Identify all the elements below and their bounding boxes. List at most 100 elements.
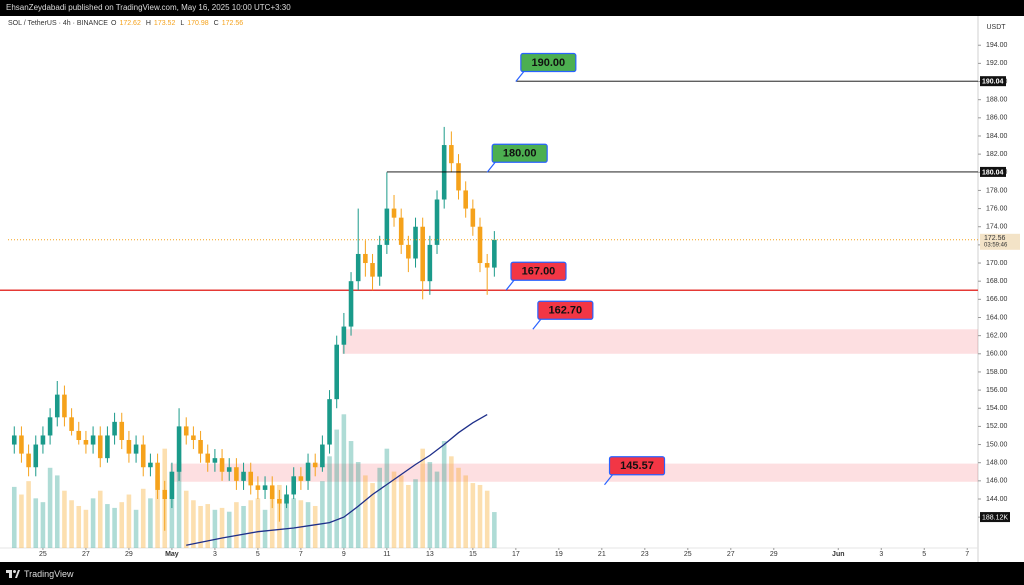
x-tick-label: 7 <box>965 551 969 558</box>
candle-body <box>234 467 239 481</box>
zone <box>342 329 978 354</box>
volume-bar <box>248 500 254 548</box>
ohlc-label: H <box>145 20 151 27</box>
x-tick-label: 19 <box>555 551 563 558</box>
annotation-box <box>510 261 567 281</box>
candle-body <box>277 498 282 504</box>
x-tick-label: 3 <box>879 551 883 558</box>
publisher: EhsanZeydabadi published on TradingView.… <box>6 3 291 12</box>
y-tick-label: 144.00 <box>986 496 1008 503</box>
y-tick-label: 164.00 <box>986 314 1008 321</box>
volume-bar <box>33 498 39 548</box>
last-price-box <box>980 233 1020 250</box>
candle-body <box>133 444 139 454</box>
x-tick-label: 27 <box>82 551 90 558</box>
volume-bar <box>262 509 268 548</box>
brand-logo <box>6 570 20 578</box>
volume-bar <box>176 462 182 548</box>
countdown: 03:59:46 <box>984 242 1008 248</box>
volume-bar <box>105 504 110 548</box>
y-tick-label: 150.00 <box>986 441 1008 448</box>
level-box <box>980 166 1006 177</box>
level-label: 180.04 <box>982 169 1004 176</box>
volume-bar <box>320 481 325 548</box>
candle-body <box>463 190 468 209</box>
y-tick-label: 162.00 <box>986 332 1008 339</box>
volume-bar <box>420 448 425 548</box>
candle-body <box>484 263 490 268</box>
level-box <box>980 76 1006 87</box>
annotation-pointer <box>486 161 496 173</box>
annotation-box <box>520 52 577 73</box>
x-tick-label: 9 <box>342 551 346 558</box>
volume-bar <box>406 484 411 548</box>
candle-body <box>413 226 418 259</box>
x-tick-label: 15 <box>469 551 477 558</box>
annotation-text: 167.00 <box>522 266 556 278</box>
volume-bar <box>11 486 17 548</box>
ohlc-label: L <box>180 20 185 27</box>
y-tick-label: 184.00 <box>986 133 1008 140</box>
x-tick-label: May <box>165 551 179 558</box>
candle-body <box>320 444 325 468</box>
volume-bar <box>484 490 490 548</box>
volume-bar <box>83 509 89 548</box>
annotation-text: 162.70 <box>549 305 583 317</box>
volume-bar <box>391 471 397 548</box>
candle-body <box>47 417 53 436</box>
chart-background <box>0 16 1024 562</box>
candle-body <box>76 430 82 441</box>
volume-bar <box>456 467 461 548</box>
candle-body <box>40 435 46 445</box>
candle-body <box>62 394 67 418</box>
candle-body <box>406 244 411 259</box>
candle-body <box>140 444 146 468</box>
volume-bar <box>398 475 404 548</box>
annotation-pointer <box>505 279 515 291</box>
volume-bar <box>370 483 375 548</box>
annotation-text: 180.00 <box>503 148 537 160</box>
volume-label: 188.12K <box>982 514 1008 521</box>
candle-body <box>255 485 261 490</box>
volume-bar <box>19 494 24 548</box>
candle-body <box>33 444 39 468</box>
ohlc-value: 172.62 <box>119 20 141 27</box>
y-tick-label: 158.00 <box>986 369 1008 376</box>
y-tick-label: 146.00 <box>986 478 1008 485</box>
candle-body <box>449 145 454 164</box>
annotation-pointer <box>604 474 613 486</box>
y-tick-label: 176.00 <box>986 205 1008 212</box>
symbol: SOL / TetherUS · 4h · BINANCE <box>8 20 108 27</box>
y-tick-label: 188.00 <box>986 97 1008 104</box>
y-tick-label: 168.00 <box>986 278 1008 285</box>
candle-body <box>69 417 74 431</box>
volume-bar <box>492 512 497 548</box>
candle-body <box>363 253 368 264</box>
volume-bar <box>363 475 368 548</box>
volume-bar <box>69 500 74 548</box>
volume-bar <box>133 509 139 548</box>
volume-bar <box>413 479 418 548</box>
volume-bar <box>112 507 117 548</box>
moving-average <box>186 414 488 546</box>
volume-bar <box>219 507 225 548</box>
volume-bar <box>441 441 447 548</box>
volume-bar <box>449 456 454 548</box>
ohlc-label: C <box>213 20 219 27</box>
candle-body <box>54 394 60 418</box>
candle-body <box>212 458 218 463</box>
annotation-pointer <box>515 71 525 82</box>
chart: USDT 142.00144.00146.00148.00150.00152.0… <box>0 16 1024 562</box>
candle-body <box>126 440 132 454</box>
volume-bar <box>97 490 103 548</box>
x-tick-label: 17 <box>512 551 520 558</box>
volume-bar <box>140 488 146 548</box>
volume-bar <box>298 500 304 548</box>
candle-body <box>269 485 275 499</box>
candle-body <box>183 426 189 436</box>
candle-body <box>427 244 433 282</box>
volume-bar <box>434 471 440 548</box>
volume-bar <box>148 498 153 548</box>
candle-body <box>226 467 232 472</box>
candle-body <box>162 489 168 499</box>
